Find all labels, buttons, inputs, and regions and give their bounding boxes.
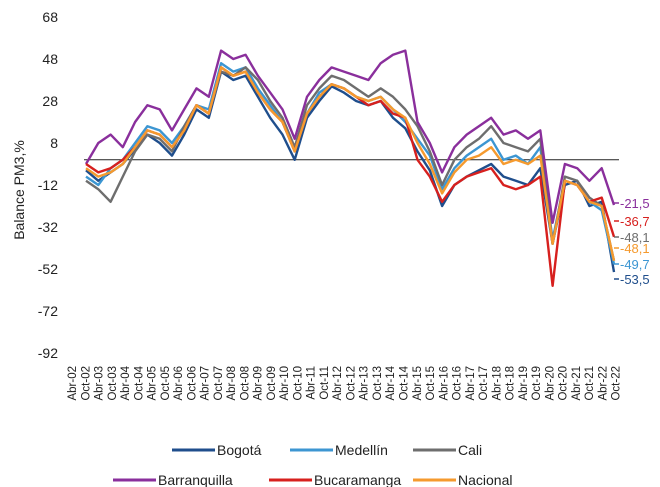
end-labels: -21,5-36,7-48,1-48,1-49,7-53,5	[614, 196, 650, 287]
y-tick-label: 68	[42, 9, 58, 25]
x-tick-label: Abr-05	[147, 366, 159, 401]
x-tick-label: Oct-05	[160, 366, 172, 401]
legend: Bogotá Medellín Cali Barranquilla Bucaramang…	[113, 442, 512, 487]
x-tick-label: Abr-21	[571, 366, 583, 401]
x-tick-label: Oct-15	[425, 366, 437, 401]
y-tick-label: 8	[50, 135, 58, 151]
x-tick-label: Oct-22	[611, 366, 623, 401]
x-tick-label: Oct-13	[372, 366, 384, 401]
x-tick-label: Abr-16	[438, 366, 450, 401]
series-line-5	[85, 66, 616, 262]
x-tick-label: Abr-09	[253, 366, 265, 401]
end-label: -36,7	[620, 214, 650, 229]
x-tick-label: Oct-04	[133, 365, 145, 400]
x-tick-label: Oct-16	[452, 366, 464, 401]
x-tick-label: Abr-07	[200, 366, 212, 401]
legend-label: Bogotá	[217, 442, 262, 458]
series-line-0	[85, 70, 616, 273]
x-tick-label: Oct-07	[213, 366, 225, 401]
x-tick-label: Oct-12	[345, 366, 357, 401]
x-tick-label: Abr-17	[465, 366, 477, 401]
series-lines	[84, 49, 616, 287]
series-line-2	[85, 66, 616, 262]
x-tick-label: Abr-20	[544, 366, 556, 401]
y-tick-label: -72	[38, 303, 58, 319]
x-tick-label: Abr-06	[173, 366, 185, 401]
series-line-3	[84, 49, 616, 225]
end-label: -48,1	[620, 241, 650, 256]
x-tick-label: Oct-06	[186, 366, 198, 401]
x-tick-label: Oct-17	[478, 366, 490, 401]
y-tick-label: -32	[38, 219, 58, 235]
x-tick-label: Oct-21	[584, 366, 596, 401]
x-tick-label: Abr-15	[412, 366, 424, 401]
y-tick-label: 28	[42, 93, 58, 109]
x-tick-label: Abr-04	[120, 365, 132, 400]
x-tick-label: Oct-20	[558, 366, 570, 401]
end-label: -21,5	[620, 196, 650, 211]
x-tick-label: Abr-03	[94, 366, 106, 401]
y-tick-labels: 68 48 28 8 -12 -32 -52 -72 -92	[38, 9, 58, 361]
x-tick-label: Oct-02	[80, 366, 92, 401]
legend-label: Nacional	[458, 472, 512, 487]
x-tick-label: Abr-19	[518, 366, 530, 401]
y-tick-label: -92	[38, 345, 58, 361]
legend-label: Cali	[458, 442, 482, 458]
x-tick-label: Abr-18	[491, 366, 503, 401]
y-axis-label: Balance PM3,%	[11, 140, 27, 240]
legend-label: Barranquilla	[158, 472, 233, 487]
x-tick-label: Abr-14	[385, 365, 397, 400]
y-axis-label-group: Balance PM3,%	[11, 140, 27, 240]
x-tick-label: Oct-03	[107, 366, 119, 401]
x-tick-label: Oct-19	[531, 366, 543, 401]
end-label: -49,7	[620, 257, 650, 272]
x-tick-label: Abr-08	[226, 366, 238, 401]
x-tick-label: Abr-10	[279, 366, 291, 401]
y-tick-label: -52	[38, 261, 58, 277]
y-tick-label: 48	[42, 51, 58, 67]
end-label: -48,1	[620, 230, 650, 245]
legend-label: Bucaramanga	[314, 472, 401, 487]
end-label: -53,5	[620, 272, 650, 287]
x-tick-label: Oct-10	[292, 366, 304, 401]
legend-label: Medellín	[335, 442, 388, 458]
y-tick-label: -12	[38, 177, 58, 193]
x-tick-label: Oct-14	[399, 365, 411, 400]
x-tick-label: Abr-12	[332, 366, 344, 401]
x-tick-label: Oct-08	[239, 366, 251, 401]
x-tick-labels: Abr-02 Oct-02 Abr-03 Oct-03 Abr-04 Oct-04 Abr-…	[67, 365, 623, 400]
x-tick-label: Abr-02	[67, 366, 79, 401]
x-tick-label: Abr-22	[597, 366, 609, 401]
x-tick-label: Abr-11	[306, 366, 318, 400]
x-tick-label: Oct-11	[319, 366, 331, 400]
x-tick-label: Oct-09	[266, 366, 278, 401]
x-tick-label: Oct-18	[505, 366, 517, 401]
x-tick-label: Abr-13	[359, 366, 371, 401]
